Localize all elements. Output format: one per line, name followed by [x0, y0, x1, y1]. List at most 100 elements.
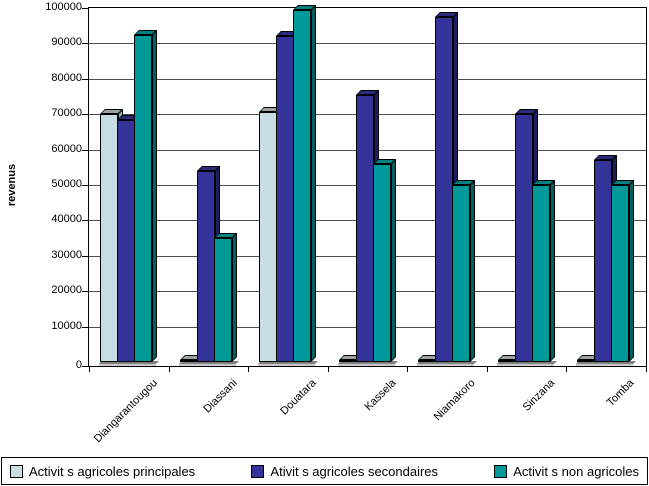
bar-side-face	[311, 5, 316, 362]
bar-front-face	[594, 160, 612, 362]
x-axis-tick	[328, 367, 329, 372]
bar	[293, 5, 316, 362]
bar-front-face	[117, 120, 135, 362]
gridline	[89, 79, 646, 80]
x-axis-tick	[169, 367, 170, 372]
bar-front-face	[498, 360, 516, 362]
bar-front-face	[356, 95, 374, 362]
y-tick-label: 10000	[51, 320, 82, 332]
y-axis-title-text: revenus	[6, 163, 18, 207]
floor-front	[179, 364, 236, 366]
bar	[214, 233, 237, 362]
bar	[418, 355, 441, 362]
bar	[276, 31, 299, 362]
x-category-label-text: Diangarantougou	[91, 377, 160, 446]
floor-front	[338, 364, 395, 366]
legend-marker	[10, 464, 23, 478]
bar	[611, 180, 634, 362]
y-tick-label: 90000	[51, 36, 82, 48]
bar	[435, 12, 458, 362]
legend: Activit s agricoles principales Ativit s …	[1, 457, 648, 485]
x-axis-tick	[248, 367, 249, 372]
bar-side-face	[152, 30, 157, 362]
bar	[180, 355, 203, 362]
legend-marker	[251, 464, 265, 478]
floor-front	[576, 364, 633, 366]
x-axis-tick	[487, 367, 488, 372]
floor-front	[497, 364, 554, 366]
floor-front	[417, 364, 474, 366]
bar-front-face	[134, 35, 152, 362]
legend-label: Ativit s agricoles secondaires	[270, 463, 439, 479]
y-tick-label: 70000	[51, 107, 82, 119]
y-axis-tick	[82, 291, 88, 292]
y-axis-tick	[82, 79, 88, 80]
bar-front-face	[532, 185, 550, 362]
legend-item: Activit s non agricoles	[494, 464, 639, 479]
y-axis-tick	[82, 256, 88, 257]
bar	[515, 109, 538, 362]
legend-item: Ativit s agricoles secondaires	[251, 464, 438, 479]
y-tick-label: 60000	[51, 143, 82, 155]
gridline	[89, 43, 646, 44]
bar	[339, 355, 362, 362]
bar-front-face	[180, 360, 198, 362]
y-tick-label: 30000	[51, 249, 82, 261]
bar-front-face	[339, 360, 357, 362]
legend-label: Activit s non agricoles	[513, 463, 639, 479]
bar	[532, 180, 555, 362]
y-axis-tick	[82, 185, 88, 186]
bar	[498, 355, 521, 362]
x-category-label-text: Niamakoro	[431, 377, 478, 424]
x-axis-tick	[89, 367, 90, 372]
y-tick-label: 0	[75, 359, 82, 371]
y-axis-title: revenus	[6, 145, 20, 225]
bar-front-face	[276, 36, 294, 362]
bar-front-face	[515, 114, 533, 362]
x-category-label-text: Tomba	[604, 377, 637, 409]
x-category-label-text: Sinzana	[520, 377, 558, 414]
y-axis-tick	[82, 366, 88, 367]
bar	[373, 159, 396, 362]
x-category-label-text: Kassela	[362, 377, 399, 414]
y-axis-tick	[82, 114, 88, 115]
bar-front-face	[293, 10, 311, 362]
bar-front-face	[452, 185, 470, 362]
bar	[117, 115, 140, 362]
plot-area	[88, 5, 647, 367]
bar	[100, 109, 123, 362]
legend-item: Activit s agricoles principales	[10, 464, 195, 479]
bar-side-face	[232, 233, 237, 362]
bar	[134, 30, 157, 362]
bar-front-face	[577, 360, 595, 362]
bar-side-face	[550, 180, 555, 362]
x-category-label-text: Douatara	[277, 377, 319, 418]
y-axis-tick	[82, 327, 88, 328]
bar-front-face	[435, 17, 453, 362]
bar-side-face	[391, 159, 396, 362]
bar	[594, 155, 617, 362]
bar-front-face	[214, 238, 232, 362]
y-axis-tick	[82, 43, 88, 44]
x-axis-tick	[407, 367, 408, 372]
y-axis-tick	[82, 220, 88, 221]
legend-marker	[494, 464, 508, 478]
y-tick-label: 100000	[45, 1, 82, 13]
bar	[452, 180, 475, 362]
legend-label: Activit s agricoles principales	[29, 463, 196, 479]
y-tick-label: 40000	[51, 213, 82, 225]
y-tick-label: 80000	[51, 72, 82, 84]
y-tick-label: 20000	[51, 284, 82, 296]
bar	[577, 355, 600, 362]
x-category-label-text: Diassani	[201, 377, 240, 416]
plot-inner	[89, 5, 646, 366]
y-axis-tick	[82, 150, 88, 151]
bar	[259, 107, 282, 362]
x-axis-tick	[646, 367, 647, 372]
floor-front	[99, 364, 156, 366]
bar-front-face	[197, 171, 215, 362]
bar-side-face	[629, 180, 634, 362]
y-tick-label: 50000	[51, 178, 82, 190]
bar-front-face	[611, 185, 629, 362]
